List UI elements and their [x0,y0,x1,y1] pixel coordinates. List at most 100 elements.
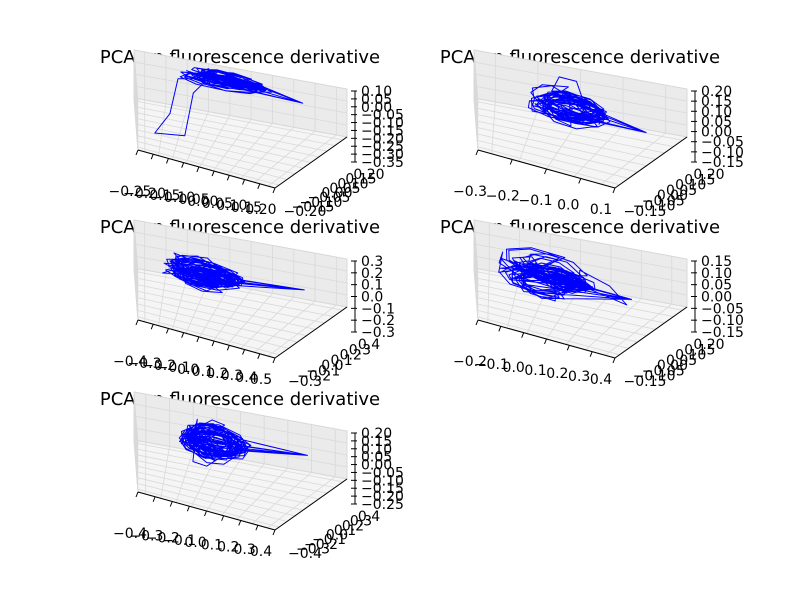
x-tick-mark [150,324,154,330]
y-tick-label: −0.2 [297,369,331,385]
grid-line [133,243,348,297]
y-tick-label: 0.0 [326,528,348,544]
x-tick-label: 0.10 [216,198,247,214]
grid-line [137,482,288,522]
x-tick-label: −0.10 [152,190,195,206]
grid-line [518,109,539,162]
z-tick-label: 0.00 [361,458,392,474]
z-tick-label: 0.10 [361,442,392,458]
x-tick-mark [257,353,261,359]
z-tick-label: 0.10 [701,104,732,120]
z-tick-label: −0.05 [361,465,404,481]
grid-line [137,316,280,356]
x-tick-label: 0.2 [546,366,568,382]
y-tick-label: −0.05 [642,363,685,379]
x-tick-mark [135,491,139,498]
x-tick-mark [135,319,139,326]
x-axis [137,149,276,189]
grid-line [476,303,638,343]
x-tick-label: 0.4 [250,544,272,560]
grid-line [474,107,674,147]
grid-line [135,459,320,500]
x-tick-label: −0.1 [162,533,196,549]
grid-line [473,85,688,139]
z-tick-label: −0.20 [361,489,404,505]
x-tick-label: 0.0 [503,360,525,376]
grid-line [158,273,167,326]
x-tick-mark [498,326,502,332]
grid-line [254,300,316,353]
trajectory-line [498,247,632,306]
x-tick-label: −0.4 [113,354,147,370]
y-tick-label: 0.4 [358,509,380,525]
grid-line [226,293,273,345]
x-tick-mark [578,178,582,184]
y-tick-label: −0.4 [288,546,322,562]
x-tick-label: 0.1 [590,202,612,218]
z-tick-label: −0.10 [361,116,404,132]
x-tick-mark [204,510,207,517]
grid-line [133,73,348,127]
y-tick-label: 0.05 [666,353,697,369]
y-tick-label: 0.20 [693,167,724,183]
x-tick-mark [211,340,215,347]
grid-line [136,477,296,517]
y-tick-label: 0.15 [345,172,376,188]
x-tick-mark [181,162,185,168]
y-axis [614,136,688,189]
z-tick-label: −0.05 [701,301,744,317]
x-tick-label: 0.0 [177,362,199,378]
x-tick-mark [135,149,139,156]
y-tick-label: 0.05 [666,183,697,199]
grid-line [137,140,288,180]
z-tick-label: 0.20 [701,84,732,100]
x-tick-label: 0.2 [206,366,228,382]
grid-line [133,231,348,285]
grid-line [135,454,328,494]
x-tick-mark [475,149,479,156]
x-tick-label: 0.4 [235,370,257,386]
x-tick-label: 0.4 [590,372,612,388]
x-tick-label: 0.3 [568,369,590,385]
y-tick-label: 0.10 [675,348,706,364]
z-tick-label: 0.05 [361,92,392,108]
y-tick-label: −0.05 [642,193,685,209]
subplot-4: PCA on fluorescence derivative−0.2−0.10.… [440,217,744,390]
x-tick-mark [186,506,190,512]
y-axis [274,478,348,531]
y-tick-label: 0.1 [330,353,352,369]
grid-line [134,277,334,317]
trajectory-line [527,76,647,133]
x-tick-mark [272,357,276,364]
grid-line [136,303,298,343]
grid-line [134,448,336,488]
x-tick-label: 0.00 [187,194,218,210]
grid-line [476,296,647,337]
x-tick-mark [242,179,246,185]
x-tick-mark [150,154,154,160]
z-tick-label: 0.00 [361,100,392,116]
x-tick-label: −0.05 [167,192,210,208]
z-tick-label: −0.35 [361,155,404,171]
grid-line [477,316,620,356]
z-tick-label: 0.15 [701,94,732,110]
x-tick-label: −0.20 [123,186,166,202]
z-tick-label: −0.10 [701,145,744,161]
x-tick-mark [566,345,570,351]
z-tick-label: −0.15 [361,123,404,139]
grid-line [199,285,231,338]
x-tick-mark [272,529,276,536]
y-tick-label: −0.10 [300,195,343,211]
x-tick-mark [255,525,259,531]
y-tick-label: −0.15 [292,199,335,215]
y-tick-label: 0.15 [684,342,715,358]
x-tick-mark [221,515,225,521]
x-tick-label: −0.4 [113,526,147,542]
grid-line [475,113,665,154]
x-tick-label: 0.1 [524,363,546,379]
y-tick-label: −0.10 [633,369,676,385]
grid-line [133,391,348,445]
subplot-1: PCA on fluorescence derivative−0.25−0.20… [100,47,404,220]
y-tick-label: 0.3 [350,514,372,530]
